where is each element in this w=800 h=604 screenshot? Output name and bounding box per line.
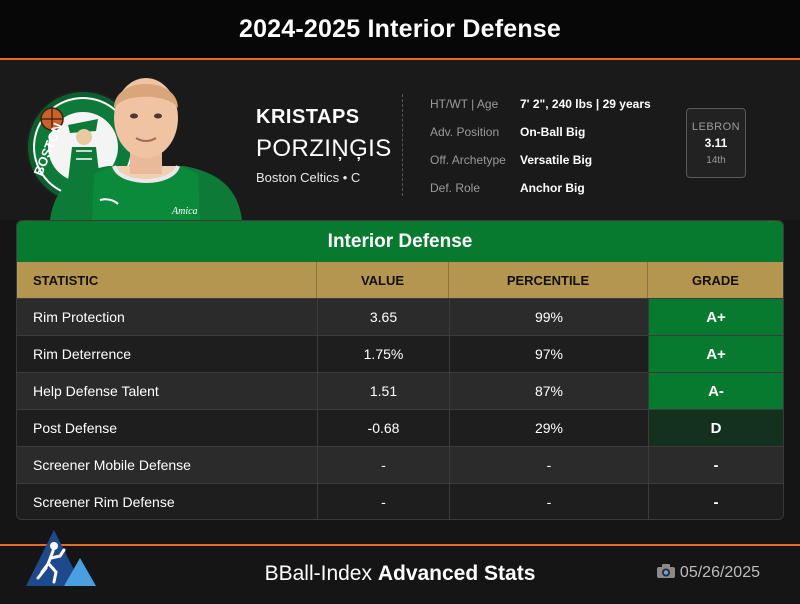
player-profile: BOSTON Amica KRISTAPS PORZIŅĢIS Boston C… (0, 60, 800, 220)
jersey-sponsor-text: Amica (171, 206, 198, 217)
table-header-row: STATISTIC VALUE PERCENTILE GRADE (17, 262, 783, 298)
camera-icon (656, 564, 675, 578)
header-statistic: STATISTIC (17, 262, 317, 298)
stat-value: - (317, 484, 449, 519)
info-divider (402, 94, 403, 196)
header-bar: 2024-2025 Interior Defense (0, 0, 800, 58)
stat-grade: - (648, 484, 783, 519)
info-value-off-archetype: Versatile Big (520, 153, 593, 167)
table-row: Help Defense Talent 1.51 87% A- (17, 372, 783, 409)
stat-grade: A+ (648, 336, 783, 372)
table-row: Screener Rim Defense - - - (17, 483, 783, 519)
stat-percentile: 29% (449, 410, 648, 446)
footer-brand-bold: Advanced Stats (377, 562, 536, 585)
info-value-def-role: Anchor Big (520, 181, 585, 195)
header-accent-line (0, 58, 800, 60)
table-row: Post Defense -0.68 29% D (17, 409, 783, 446)
stat-name: Post Defense (33, 420, 118, 436)
stat-value: 1.51 (317, 373, 449, 409)
stat-value: 1.75% (317, 336, 449, 372)
header-grade: GRADE (692, 272, 739, 288)
stat-name: Screener Mobile Defense (33, 457, 191, 473)
stat-name: Rim Deterrence (33, 346, 132, 362)
lebron-value: 3.11 (704, 136, 728, 150)
info-label-def-role: Def. Role (430, 181, 481, 195)
lebron-label: LEBRON (691, 121, 741, 133)
stat-percentile: - (449, 447, 648, 483)
footer-date: 05/26/2025 (679, 564, 760, 581)
stat-grade: A+ (648, 299, 783, 335)
stat-value: -0.68 (317, 410, 449, 446)
info-value-adv-position: On-Ball Big (520, 125, 586, 139)
player-headshot: Amica (50, 78, 242, 220)
stat-value: - (317, 447, 449, 483)
footer-date-stamp: 05/26/2025 (656, 563, 760, 582)
stat-name: Rim Protection (33, 309, 125, 325)
stat-grade: - (648, 447, 783, 483)
stat-percentile: 87% (449, 373, 648, 409)
info-value-height-weight-age: 7' 2", 240 lbs | 29 years (520, 97, 651, 111)
player-first-name: KRISTAPS (256, 106, 360, 128)
stat-grade: A- (648, 373, 783, 409)
team-position: Boston Celtics • C (256, 170, 361, 185)
stat-value: 3.65 (317, 299, 449, 335)
footer-accent-line (0, 544, 800, 546)
lebron-rank: 14th (706, 155, 726, 166)
table-title: Interior Defense (17, 221, 783, 262)
interior-defense-card: Interior Defense STATISTIC VALUE PERCENT… (16, 220, 784, 520)
player-last-name: PORZIŅĢIS (256, 135, 392, 162)
info-label-off-archetype: Off. Archetype (430, 153, 506, 167)
header-percentile: PERCENTILE (449, 262, 648, 298)
footer-brand: BBall-Index Advanced Stats (0, 562, 800, 586)
stat-percentile: 99% (449, 299, 648, 335)
info-label-height-weight-age: HT/WT | Age (430, 97, 499, 111)
stat-percentile: - (449, 484, 648, 519)
footer-brand-light: BBall-Index (264, 562, 372, 585)
table-row: Screener Mobile Defense - - - (17, 446, 783, 483)
table-row: Rim Protection 3.65 99% A+ (17, 298, 783, 335)
header-value: VALUE (317, 262, 449, 298)
info-label-adv-position: Adv. Position (430, 125, 500, 139)
stat-percentile: 97% (449, 336, 648, 372)
page-title: 2024-2025 Interior Defense (238, 14, 562, 43)
stat-name: Help Defense Talent (33, 383, 159, 399)
lebron-badge: LEBRON 3.11 14th (686, 108, 746, 178)
stat-grade: D (648, 410, 783, 446)
table-row: Rim Deterrence 1.75% 97% A+ (17, 335, 783, 372)
bball-index-logo-icon (26, 530, 96, 586)
stat-name: Screener Rim Defense (33, 494, 175, 510)
